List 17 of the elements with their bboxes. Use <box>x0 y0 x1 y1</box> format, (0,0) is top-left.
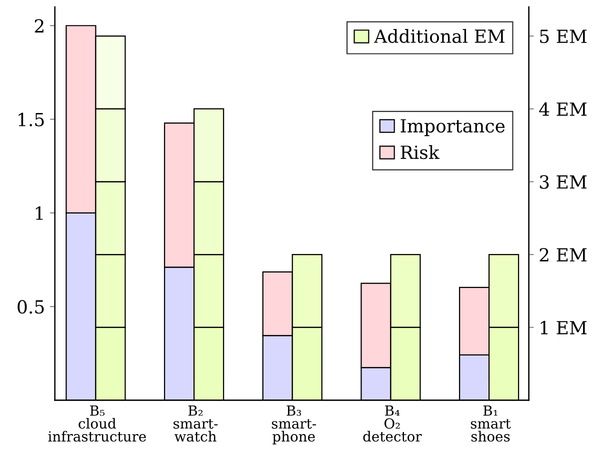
x-tick-label: B₅ cloud infrastructure <box>48 405 146 442</box>
y2-tick-label: 5 EM <box>540 30 587 44</box>
y-tick-label: 0.5 <box>18 300 44 314</box>
y-tick-label: 1.5 <box>18 112 44 126</box>
x-tick-label: B₂ smart- watch <box>174 405 218 442</box>
legend-label: Additional EM <box>374 29 505 44</box>
y2-tick-label: 1 EM <box>540 320 587 334</box>
legend-label: Risk <box>400 145 440 160</box>
x-tick-label: B₁ smart shoes <box>470 405 511 442</box>
y-tick-label: 1 <box>36 206 43 220</box>
y2-tick-label: 3 EM <box>540 175 587 189</box>
y2-tick-label: 4 EM <box>539 102 587 116</box>
x-tick-label: B₄ O₂ detector <box>363 405 422 442</box>
y2-tick-label: 2 EM <box>540 248 587 262</box>
y-tick-label: 2 <box>34 19 44 32</box>
x-tick-label: B₃ smart- phone <box>272 405 316 444</box>
legend-label: Importance <box>400 119 505 136</box>
